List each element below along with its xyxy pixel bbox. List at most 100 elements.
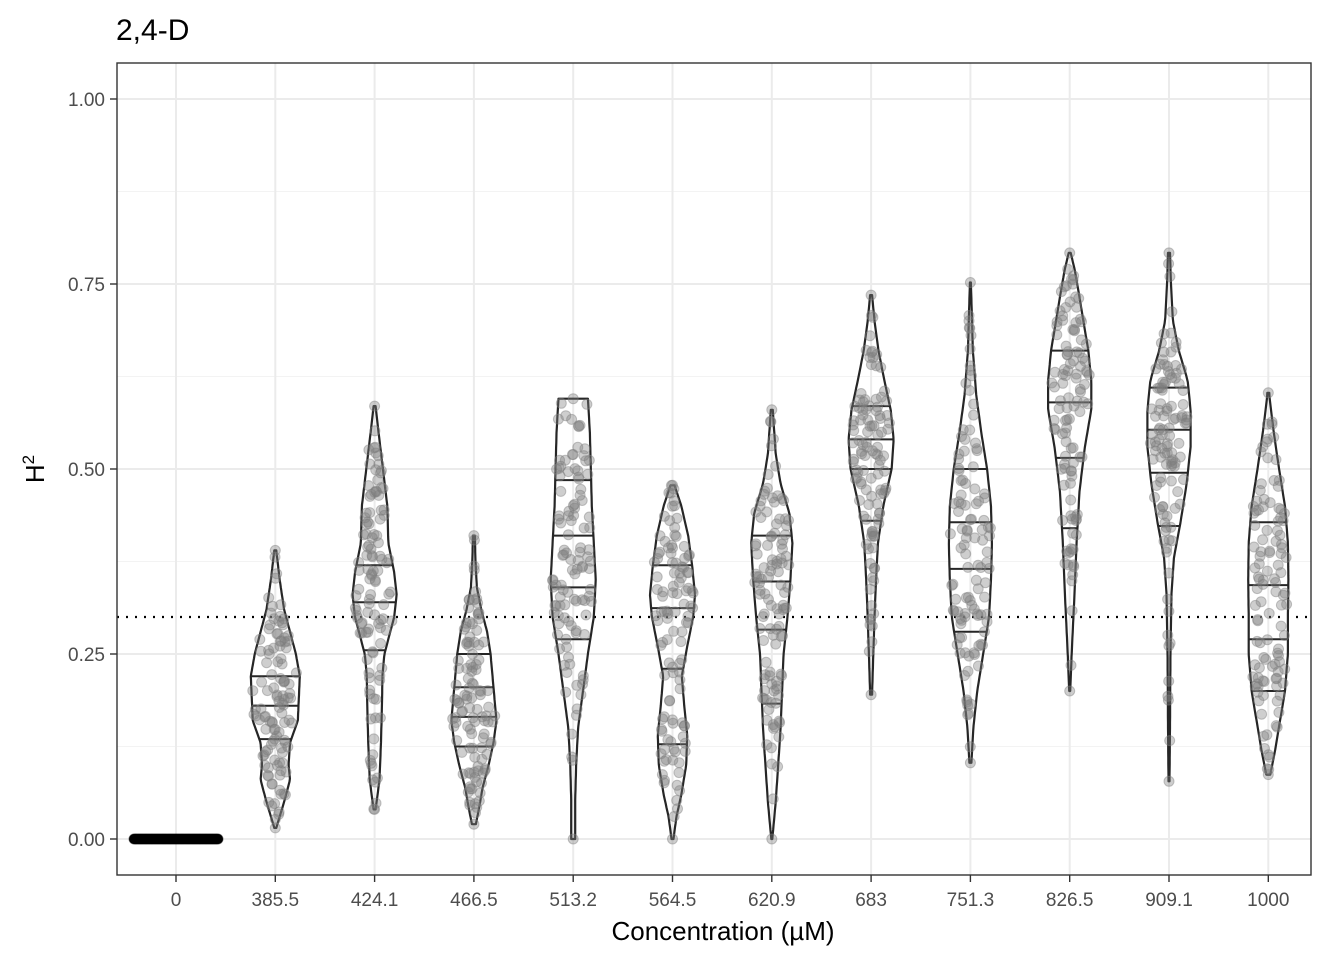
point-826-5-19	[1060, 436, 1072, 448]
point-620-9-0	[783, 559, 795, 571]
point-513-2-max	[567, 393, 579, 405]
point-683-76	[866, 490, 878, 502]
point-826-5-46	[1074, 313, 1086, 325]
point-466-5-54	[466, 618, 478, 630]
point-466-5-87	[462, 720, 474, 732]
point-683-50	[848, 425, 860, 437]
point-909-1-30	[1170, 341, 1182, 353]
point-620-9-96	[779, 529, 791, 541]
point-826-5-96	[1071, 513, 1082, 525]
point-751-3-max	[964, 277, 976, 288]
point-1000-83	[1254, 637, 1266, 649]
point-909-1-77	[1170, 336, 1182, 348]
point-683-26	[881, 395, 893, 407]
violin-424-1	[351, 405, 398, 811]
point-466-5-48	[472, 765, 484, 777]
point-424-1-7	[370, 712, 381, 724]
point-513-2-78	[555, 397, 567, 409]
point-564-5-4	[687, 587, 699, 599]
point-751-3-87	[972, 610, 984, 621]
point-909-1-10	[1160, 525, 1172, 537]
point-620-9-76	[765, 742, 777, 754]
point-424-1-59	[364, 507, 376, 519]
point-909-1-79	[1154, 382, 1165, 394]
point-826-5-0	[1065, 442, 1077, 454]
point-620-9-58	[777, 543, 788, 555]
point-466-5-27	[471, 801, 483, 813]
point-513-2-14	[554, 643, 566, 655]
point-909-1-75	[1163, 534, 1175, 546]
point-683-75	[872, 513, 884, 525]
point-466-5-99	[479, 715, 491, 727]
point-513-2-8	[575, 483, 587, 495]
point-513-2-4	[565, 620, 577, 632]
point-909-1-62	[1157, 424, 1169, 436]
point-385-5-6	[266, 778, 278, 790]
point-385-5-74	[276, 707, 288, 719]
point-513-2-56	[554, 600, 566, 612]
point-683-13	[874, 507, 886, 519]
point-909-1-108	[1176, 410, 1188, 421]
point-826-5-26	[1048, 414, 1060, 426]
point-564-5-35	[658, 777, 670, 789]
point-564-5-74	[667, 557, 678, 569]
point-909-1-65	[1161, 447, 1173, 459]
point-751-3-54	[977, 534, 989, 546]
point-564-5-14	[669, 746, 681, 758]
point-466-5-34	[449, 693, 461, 705]
point-826-5-42	[1046, 377, 1058, 389]
point-826-5-14	[1068, 561, 1080, 573]
point-826-5-4	[1060, 302, 1072, 313]
point-564-5-33	[671, 794, 683, 806]
point-513-2-60	[561, 641, 573, 653]
point-424-1-3	[372, 450, 384, 462]
point-909-1-81	[1156, 382, 1168, 394]
point-424-1-1	[363, 667, 375, 679]
point-564-5-102	[654, 530, 666, 542]
point-751-3-108	[953, 453, 965, 465]
point-385-5-48	[269, 551, 281, 563]
point-1000-16	[1253, 558, 1265, 570]
point-620-9-92	[755, 495, 767, 507]
point-513-2-41	[554, 591, 566, 603]
point-564-5-94	[657, 713, 669, 725]
point-683-min	[865, 689, 877, 701]
point-385-5-63	[275, 635, 287, 647]
point-683-12	[860, 404, 872, 416]
point-1000-1	[1261, 565, 1273, 577]
point-751-3-96	[957, 474, 969, 486]
x-axis: 0 385.5 424.1 466.5 513.2 564.5 620.9 683 751.3 8…	[171, 875, 1289, 911]
point-564-5-103	[686, 585, 698, 597]
point-385-5-109	[282, 692, 294, 704]
point-1000-98	[1251, 495, 1263, 507]
point-466-5-103	[464, 796, 476, 808]
point-513-2-31	[573, 420, 584, 432]
point-826-5-24	[1061, 422, 1073, 434]
y-tick-label-1: 0.25	[68, 645, 105, 666]
point-513-2-74	[547, 581, 559, 593]
point-385-5-9	[279, 737, 291, 748]
point-1000-82	[1257, 534, 1269, 546]
x-tick-label-751-3: 751.3	[947, 890, 995, 911]
point-513-2-16	[559, 659, 570, 671]
point-385-5-8	[268, 613, 280, 625]
point-1000-2	[1261, 418, 1273, 430]
point-466-5-43	[467, 661, 478, 673]
point-620-9-2	[760, 656, 772, 668]
point-513-2-57	[566, 728, 578, 740]
point-620-9-27	[770, 638, 782, 650]
point-1000-43	[1249, 659, 1261, 671]
point-909-1-38	[1163, 605, 1175, 617]
point-466-5-105	[470, 807, 481, 819]
point-513-2-18	[583, 511, 595, 523]
point-826-5-8	[1066, 513, 1078, 525]
point-513-2-48	[570, 595, 582, 607]
point-564-5-96	[665, 547, 677, 559]
violin-466-5	[450, 534, 498, 826]
point-564-5-29	[666, 539, 678, 551]
point-424-1-5	[350, 605, 362, 616]
point-513-2-62	[548, 607, 560, 618]
x-tick-label-385-5: 385.5	[252, 890, 300, 911]
point-751-3-27	[966, 599, 978, 611]
point-826-5-34	[1066, 273, 1077, 285]
